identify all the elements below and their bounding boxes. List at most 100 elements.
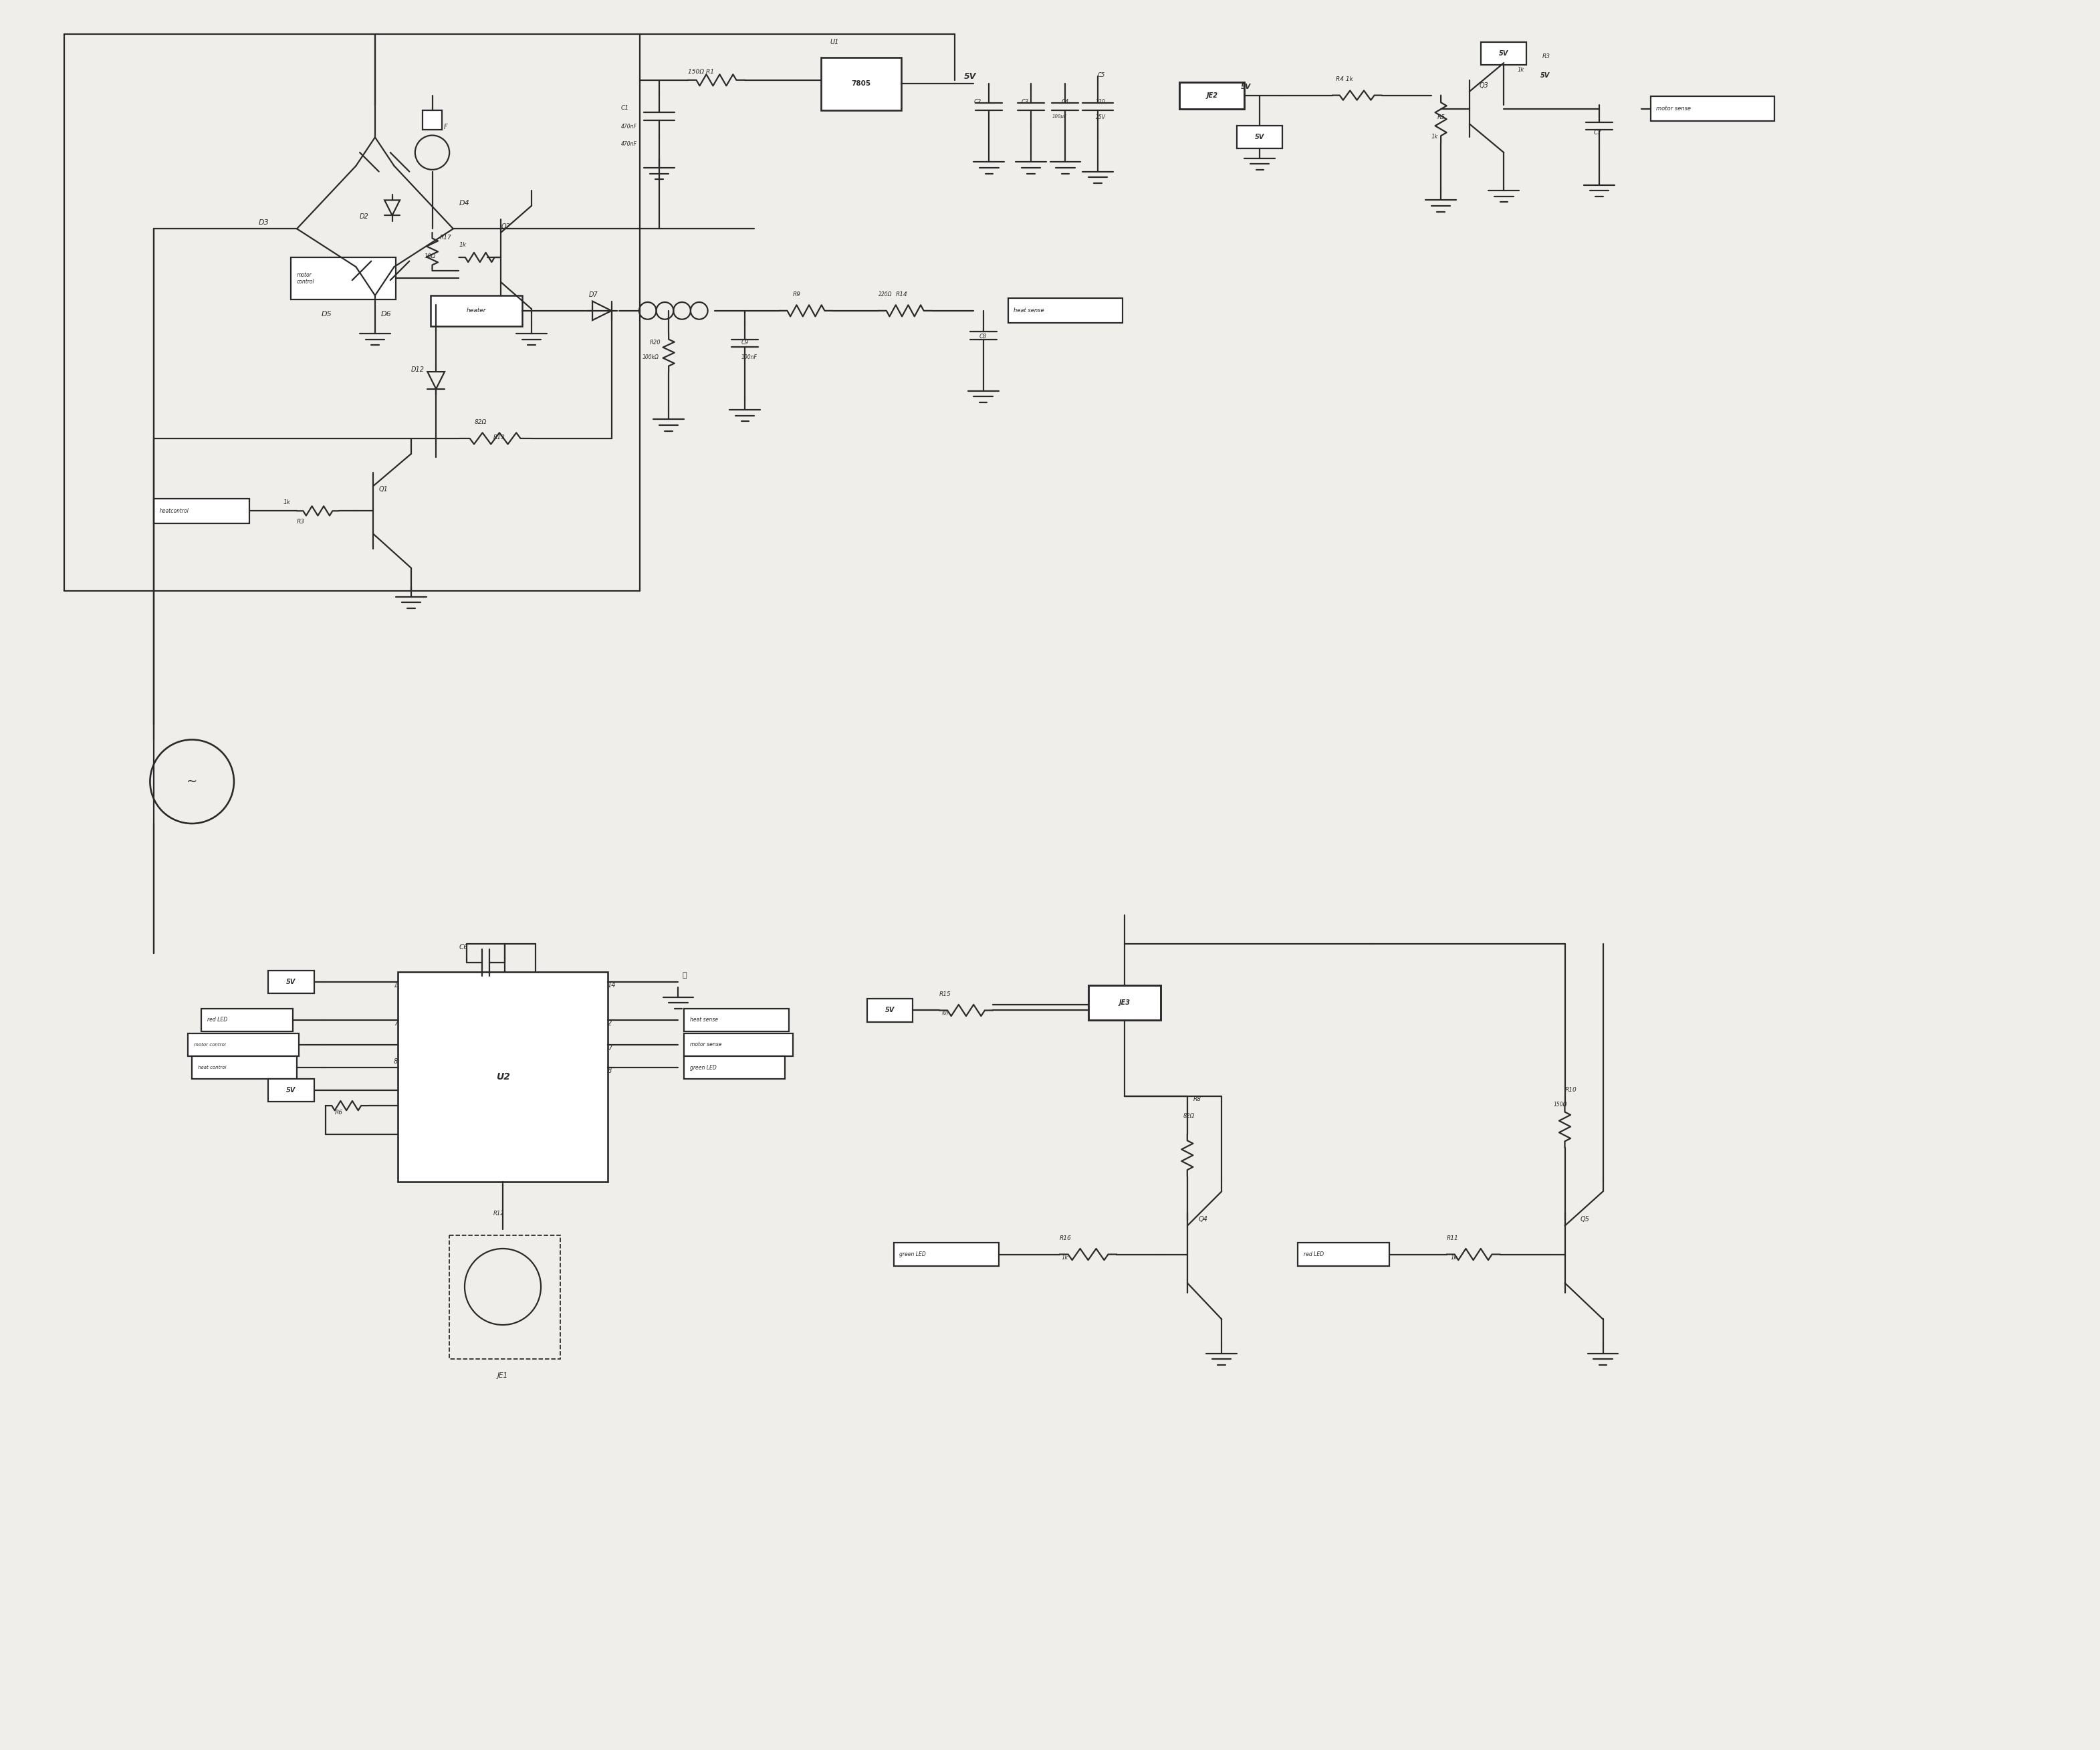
Text: heater: heater [466,308,485,313]
Text: JE1: JE1 [498,1372,508,1379]
Text: C3: C3 [1021,100,1029,105]
Text: Q4: Q4 [1199,1216,1208,1223]
Text: 100kΩ: 100kΩ [643,355,659,360]
Bar [449,1236,561,1360]
Text: motor control: motor control [193,1043,227,1046]
Text: R16: R16 [1060,1236,1071,1241]
Text: C5: C5 [1098,72,1105,79]
Bar [430,296,521,326]
Text: 7805: 7805 [850,80,872,88]
Bar [867,999,914,1022]
Text: 1k: 1k [284,499,292,506]
Bar [1088,985,1161,1020]
Text: 5V: 5V [964,72,977,80]
Text: R3: R3 [1541,54,1550,60]
Bar [895,1242,998,1265]
Text: red LED: red LED [208,1017,227,1024]
Text: 5V: 5V [884,1006,895,1013]
Text: 470nF: 470nF [622,142,636,147]
Text: 10Ω: 10Ω [424,254,437,259]
Text: heatcontrol: heatcontrol [160,507,189,514]
Bar [202,1008,294,1031]
Text: R20: R20 [649,340,662,345]
Text: C4: C4 [1060,100,1069,105]
Text: green LED: green LED [689,1064,716,1071]
Text: 82Ω: 82Ω [475,420,487,425]
Text: 8: 8 [607,1068,611,1074]
Text: 100µF: 100µF [1052,114,1067,119]
Bar [269,1080,315,1102]
Text: R10: R10 [1565,1087,1577,1092]
Text: C1: C1 [622,105,630,110]
Text: Q3: Q3 [1478,82,1489,89]
Text: JE2: JE2 [1205,93,1218,98]
Text: 220: 220 [1096,100,1105,105]
Text: 1k: 1k [1432,133,1439,140]
Text: R9: R9 [792,292,800,298]
Text: R15: R15 [939,990,951,997]
Bar [189,1032,298,1055]
Text: R14: R14 [895,292,907,298]
Bar [269,970,315,994]
Bar [1298,1242,1390,1265]
Text: 5V: 5V [1539,72,1550,79]
Text: 25V: 25V [1096,114,1107,121]
Text: 470nF: 470nF [622,124,636,130]
Text: 1k: 1k [1516,66,1525,74]
Text: Q2: Q2 [502,222,510,229]
Text: R13: R13 [494,434,506,441]
Text: D6: D6 [380,312,391,317]
Text: D4: D4 [460,200,470,206]
Bar [422,110,441,129]
Text: R11: R11 [1447,1236,1460,1241]
Text: 100nF: 100nF [741,355,758,360]
Bar [397,973,607,1181]
Bar [1651,96,1774,121]
Text: 5V: 5V [1256,135,1264,140]
Text: 1k: 1k [460,242,466,248]
Text: C7: C7 [1594,130,1602,136]
Text: Q1: Q1 [378,487,389,494]
Text: R5: R5 [1436,114,1445,121]
Text: 1k: 1k [1060,1255,1069,1260]
Text: D2: D2 [359,214,370,221]
Bar [821,58,901,110]
Text: R4 1k: R4 1k [1336,77,1352,82]
Text: heat sense: heat sense [689,1017,718,1024]
Text: 1: 1 [393,982,397,989]
Text: 5V: 5V [286,1087,296,1094]
Text: JE3: JE3 [1119,999,1130,1006]
Text: 5V: 5V [1499,51,1508,56]
Text: 5V: 5V [1241,84,1252,91]
Text: R12: R12 [494,1211,504,1216]
Text: heat sense: heat sense [1014,308,1044,313]
Text: U2: U2 [496,1073,510,1082]
Bar [685,1008,790,1031]
Bar [191,1055,296,1080]
Text: 1k: 1k [1451,1255,1457,1260]
Text: 150Ω R1: 150Ω R1 [687,68,714,75]
Text: motor
control: motor control [296,271,315,285]
Text: Q5: Q5 [1579,1216,1590,1223]
Text: D12: D12 [412,366,424,373]
Text: D5: D5 [321,312,332,317]
Bar [685,1032,792,1055]
Text: 150Ω: 150Ω [1554,1102,1567,1108]
Text: C9: C9 [741,340,748,345]
Text: R8: R8 [1193,1096,1201,1102]
Text: R6: R6 [336,1110,342,1115]
Text: red LED: red LED [1304,1251,1323,1256]
Text: 220Ω: 220Ω [878,292,892,298]
Text: R17: R17 [439,234,452,240]
Text: C8: C8 [979,334,987,340]
Text: U1: U1 [830,38,840,46]
Text: motor sense: motor sense [1657,105,1691,112]
Text: ~: ~ [187,775,197,788]
Text: 14: 14 [607,982,615,989]
Bar [1237,126,1283,149]
Text: C6: C6 [460,943,468,950]
Bar [1480,42,1527,65]
Text: ⏚: ⏚ [683,973,687,978]
Text: 8: 8 [393,1059,397,1064]
Bar [292,257,397,299]
